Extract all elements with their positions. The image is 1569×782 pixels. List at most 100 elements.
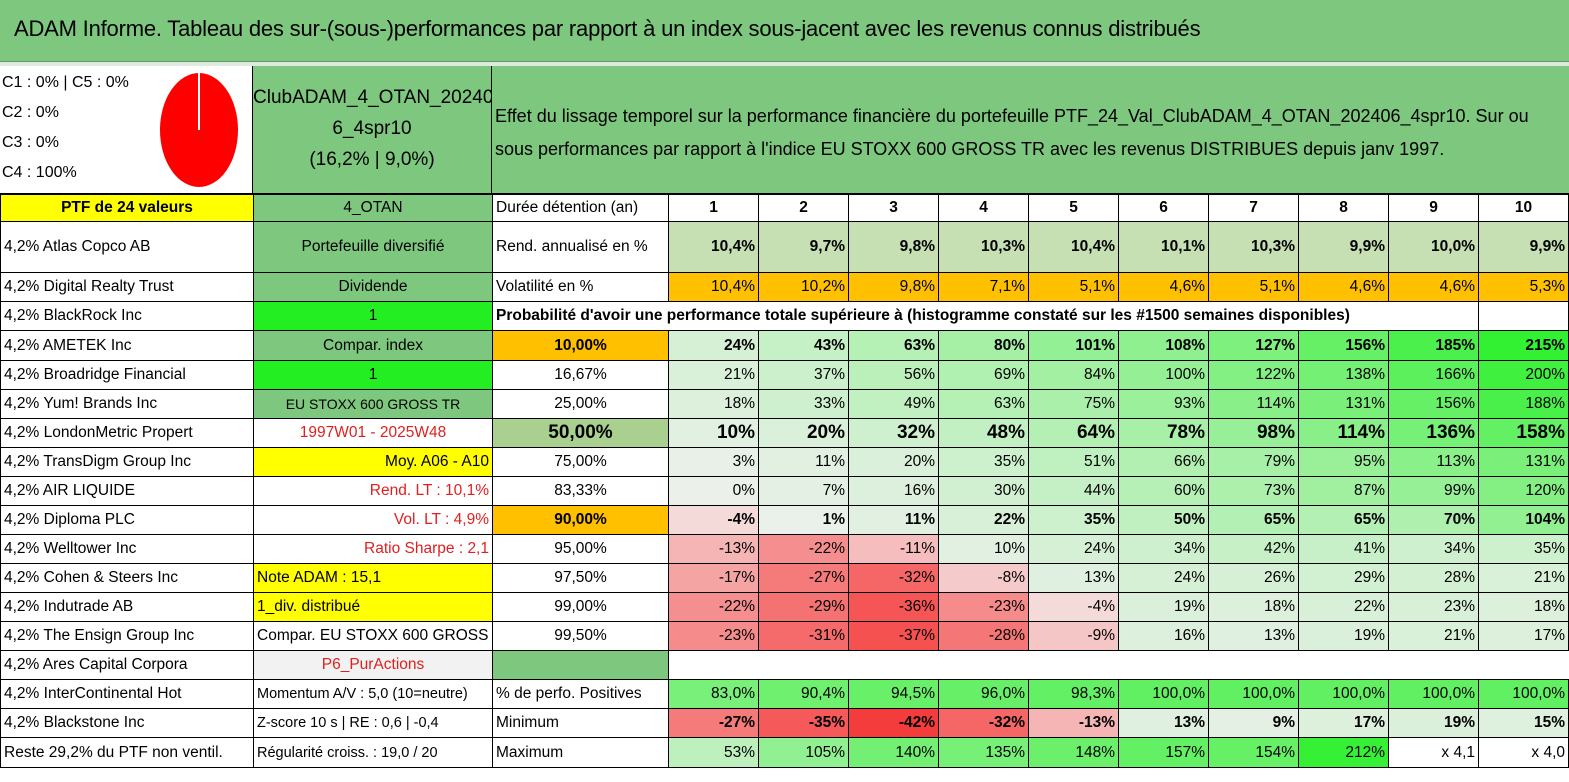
summary-c3: C3 : 0% <box>2 134 59 151</box>
year-header: 3 <box>848 194 939 222</box>
table-row: 4,2% Yum! Brands Inc EU STOXX 600 GROSS T… <box>0 389 1569 419</box>
probability-value: 98% <box>1208 418 1299 448</box>
volatility-value: 10,4% <box>668 272 759 302</box>
table-row: 4,2% Broadridge Financial 1 16,67% 21% 37% 56… <box>0 360 1569 390</box>
probability-value: 158% <box>1478 418 1569 448</box>
probability-value: 28% <box>1388 563 1479 593</box>
probability-value: 60% <box>1118 476 1209 506</box>
table-row: 4,2% The Ensign Group Inc Compar. EU STOX… <box>0 621 1569 651</box>
table-row: 4,2% LondonMetric Propert 1997W01 - 2025W… <box>0 418 1569 448</box>
summary-c2: C2 : 0% <box>2 104 59 121</box>
empty-cell <box>668 650 759 680</box>
probability-value: 18% <box>1478 592 1569 622</box>
year-header: 10 <box>1478 194 1569 222</box>
probability-value: -8% <box>938 563 1029 593</box>
volatility-value: 4,6% <box>1298 272 1389 302</box>
table-row: 4,2% Blackstone Inc Z-score 10 s | RE : 0… <box>0 708 1569 738</box>
return-value: 10,4% <box>1028 221 1119 273</box>
positive-value: 83,0% <box>668 679 759 709</box>
year-header: 8 <box>1298 194 1389 222</box>
holding-cell: 4,2% Atlas Copco AB <box>0 221 254 273</box>
percentile-label: 83,33% <box>492 476 669 506</box>
probability-value: 131% <box>1298 389 1389 419</box>
positive-value: 100,0% <box>1298 679 1389 709</box>
probability-value: 99% <box>1388 476 1479 506</box>
table-row: 4,2% Welltower Inc Ratio Sharpe : 2,1 95,0… <box>0 534 1569 564</box>
volatility-value: 9,8% <box>848 272 939 302</box>
minimum-value: 13% <box>1118 708 1209 738</box>
probability-value: 35% <box>1028 505 1119 535</box>
probability-value: 35% <box>938 447 1029 477</box>
info-cell: 1997W01 - 2025W48 <box>253 418 493 448</box>
category-pie-chart <box>158 71 240 189</box>
probability-value: 70% <box>1388 505 1479 535</box>
return-value: 10,4% <box>668 221 759 273</box>
probability-value: -4% <box>668 505 759 535</box>
probability-value: 1% <box>758 505 849 535</box>
volatility-value: 4,6% <box>1388 272 1479 302</box>
probability-value: 32% <box>848 418 939 448</box>
info-cell: Note ADAM : 15,1 <box>253 563 493 593</box>
probability-value: 101% <box>1028 330 1119 361</box>
table-row: PTF de 24 valeurs 4_OTAN Durée détention (… <box>0 194 1569 222</box>
holding-cell: 4,2% Welltower Inc <box>0 534 254 564</box>
probability-value: 7% <box>758 476 849 506</box>
probability-value: 26% <box>1208 563 1299 593</box>
positive-value: 100,0% <box>1478 679 1569 709</box>
probability-value: 63% <box>848 330 939 361</box>
probability-value: 17% <box>1478 621 1569 651</box>
maximum-value: x 4,1 <box>1388 737 1479 768</box>
table-row: 4,2% AIR LIQUIDE Rend. LT : 10,1% 83,33% 0%… <box>0 476 1569 506</box>
probability-value: 113% <box>1388 447 1479 477</box>
probability-value: 127% <box>1208 330 1299 361</box>
portfolio-name-line3: (16,2% | 9,0%) <box>309 149 435 170</box>
spacer-green <box>492 650 669 680</box>
holding-cell: PTF de 24 valeurs <box>0 194 254 222</box>
probability-value: 156% <box>1298 330 1389 361</box>
percentile-label: 90,00% <box>492 505 669 535</box>
holding-cell: 4,2% Cohen & Steers Inc <box>0 563 254 593</box>
holding-cell: 4,2% LondonMetric Propert <box>0 418 254 448</box>
empty-cell <box>758 650 849 680</box>
holding-cell: 4,2% Yum! Brands Inc <box>0 389 254 419</box>
return-value: 10,3% <box>1208 221 1299 273</box>
probability-value: 93% <box>1118 389 1209 419</box>
probability-value: 114% <box>1298 418 1389 448</box>
empty-cell <box>938 650 1029 680</box>
minimum-value: 19% <box>1388 708 1479 738</box>
probability-value: 11% <box>848 505 939 535</box>
probability-value: 3% <box>668 447 759 477</box>
year-header: 9 <box>1388 194 1479 222</box>
portfolio-name-line2: 6_4spr10 <box>332 118 412 139</box>
probability-value: 33% <box>758 389 849 419</box>
probability-value: 80% <box>938 330 1029 361</box>
probability-value: 30% <box>938 476 1029 506</box>
probability-value: 185% <box>1388 330 1479 361</box>
probability-value: 200% <box>1478 360 1569 390</box>
probability-value: 22% <box>1298 592 1389 622</box>
probability-value: 24% <box>1028 534 1119 564</box>
info-cell: Dividende <box>253 272 493 302</box>
probability-value: 24% <box>668 330 759 361</box>
probability-value: 87% <box>1298 476 1389 506</box>
table-row: 4,2% InterContinental Hot Momentum A/V : … <box>0 679 1569 709</box>
probability-value: 84% <box>1028 360 1119 390</box>
probability-value: -23% <box>938 592 1029 622</box>
probability-value: 19% <box>1118 592 1209 622</box>
probability-value: 131% <box>1478 447 1569 477</box>
category-summary: C1 : 0% | C5 : 0% C2 : 0% C3 : 0% C4 : 1… <box>0 66 253 194</box>
positive-value: 94,5% <box>848 679 939 709</box>
table-row: 4,2% Diploma PLC Vol. LT : 4,9% 90,00% -4% 1… <box>0 505 1569 535</box>
probability-value: 43% <box>758 330 849 361</box>
positive-value: 90,4% <box>758 679 849 709</box>
positive-value: 100,0% <box>1118 679 1209 709</box>
probability-value: 56% <box>848 360 939 390</box>
volatility-value: 5,1% <box>1028 272 1119 302</box>
portfolio-description: Effet du lissage temporel sur la perform… <box>492 66 1569 194</box>
percentile-label: 75,00% <box>492 447 669 477</box>
maximum-value: 154% <box>1208 737 1299 768</box>
probability-value: 23% <box>1388 592 1479 622</box>
probability-value: 21% <box>1388 621 1479 651</box>
info-cell: Moy. A06 - A10 <box>253 447 493 477</box>
probability-value: -36% <box>848 592 939 622</box>
